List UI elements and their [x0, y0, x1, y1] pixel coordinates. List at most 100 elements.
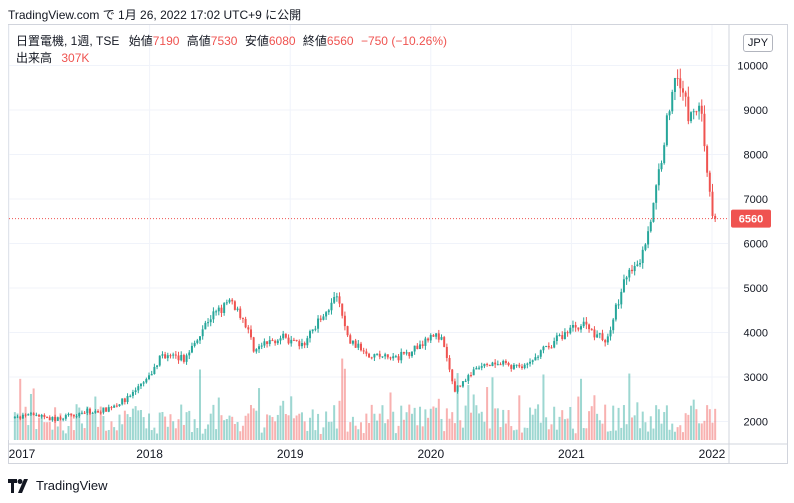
candle-body	[628, 269, 631, 278]
volume-bar	[64, 433, 67, 440]
volume-bar	[663, 412, 666, 440]
y-tick-label: 5000	[744, 283, 768, 295]
candle-body	[88, 408, 91, 414]
volume-bar	[453, 423, 456, 440]
candle-body	[241, 317, 244, 319]
candle-body	[126, 396, 129, 403]
candle-body	[515, 364, 518, 366]
volume-bar	[327, 421, 330, 440]
candle-body	[62, 418, 65, 420]
candle-body	[255, 349, 258, 352]
candle-body	[180, 354, 183, 361]
candle-body	[518, 364, 521, 367]
volume-bar	[601, 423, 604, 440]
volume-bar	[649, 416, 652, 440]
candle-body	[526, 363, 529, 365]
candle-body	[373, 354, 376, 358]
volume-bar	[40, 414, 43, 440]
volume-bar	[440, 418, 443, 440]
volume-bar	[153, 427, 156, 440]
volume-bar	[614, 430, 617, 440]
volume-bar	[687, 414, 690, 440]
candle-body	[177, 355, 180, 361]
candle-body	[467, 375, 470, 381]
candle-body	[483, 363, 486, 367]
candle-body	[46, 417, 49, 419]
candle-body	[580, 326, 583, 330]
volume-bar	[212, 404, 215, 440]
volume-bar	[443, 431, 446, 440]
volume-bar	[692, 399, 695, 440]
candle-body	[354, 340, 357, 348]
candle-body	[309, 331, 312, 339]
candle-body	[166, 355, 169, 359]
volume-bar	[303, 421, 306, 440]
candle-body	[196, 340, 199, 343]
volume-bar	[241, 425, 244, 440]
volume-bar	[24, 406, 27, 440]
candle-body	[389, 357, 392, 359]
volume-bar	[515, 429, 518, 440]
volume-bar	[617, 407, 620, 440]
x-tick-label: 2019	[277, 447, 304, 461]
volume-bar	[198, 369, 201, 440]
candle-body	[145, 379, 148, 383]
candle-body	[472, 369, 475, 376]
volume-bar	[402, 419, 405, 440]
currency-button[interactable]: JPY	[743, 34, 773, 52]
last-price-line: 6560	[9, 209, 771, 228]
candle-body	[190, 345, 193, 353]
candle-body	[150, 374, 153, 376]
candle-body	[427, 338, 430, 341]
candle-body	[488, 364, 491, 367]
volume-bar	[652, 428, 655, 440]
candle-body	[453, 381, 456, 392]
candle-body	[365, 351, 368, 354]
candle-body	[207, 322, 210, 324]
candle-body	[137, 386, 140, 391]
y-tick-label: 9000	[744, 105, 768, 117]
candle-body	[386, 354, 389, 358]
volume-bar	[185, 412, 188, 440]
volume-bar	[27, 425, 30, 440]
candle-body	[692, 111, 695, 113]
candle-body	[400, 351, 403, 361]
x-tick-label: 2017	[9, 447, 36, 461]
candle-body	[625, 277, 628, 280]
volume-bar	[105, 430, 108, 440]
volume-bar	[569, 406, 572, 440]
candle-body	[298, 341, 301, 347]
volume-bar	[231, 416, 234, 440]
volume-bar	[190, 432, 193, 440]
candle-body	[115, 405, 118, 407]
volume-bar	[70, 412, 73, 440]
volume-bar	[335, 428, 338, 440]
candle-body	[110, 407, 113, 409]
candle-body	[64, 415, 67, 419]
candle-body	[550, 347, 553, 349]
volume-bar	[21, 418, 24, 440]
candle-body	[706, 146, 709, 173]
volume-bar	[408, 404, 411, 440]
volume-bar	[561, 410, 564, 440]
volume-bar	[258, 388, 261, 440]
volume-bar	[708, 409, 711, 440]
candle-body	[217, 307, 220, 312]
volume-bar	[182, 424, 185, 440]
candle-body	[601, 333, 604, 341]
candle-body	[606, 336, 609, 343]
candle-body	[558, 335, 561, 337]
candle-body	[359, 343, 362, 351]
candle-body	[43, 414, 46, 418]
candle-body	[107, 407, 110, 412]
candle-body	[86, 408, 89, 414]
candle-body	[54, 416, 57, 421]
volume-bar	[593, 395, 596, 440]
volume-bar	[193, 419, 196, 440]
symbol-label: 日置電機, 1週, TSE	[16, 34, 120, 48]
volume-bar	[588, 411, 591, 440]
candle-body	[113, 405, 116, 408]
volume-bar	[292, 418, 295, 440]
candle-body	[306, 338, 309, 346]
